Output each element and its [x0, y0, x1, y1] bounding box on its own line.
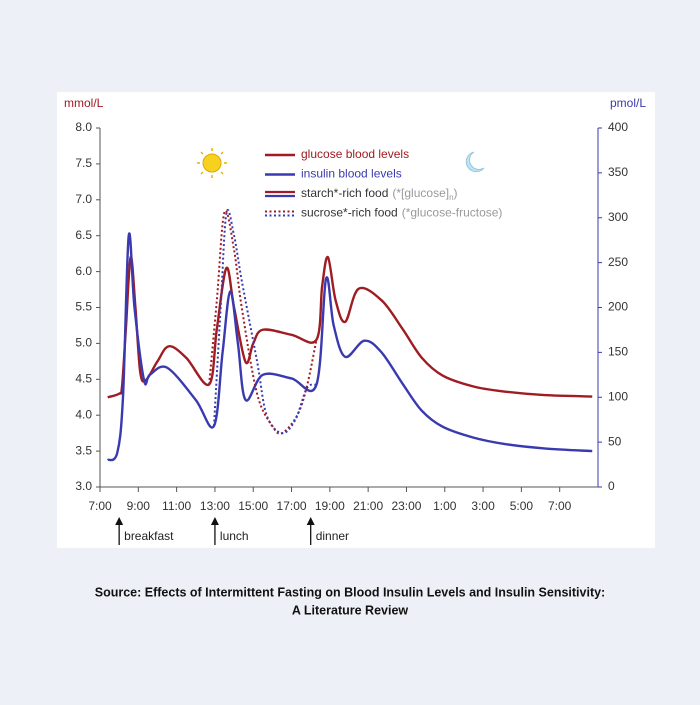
- legend-label: starch*-rich food (*[glucose]n): [301, 186, 458, 202]
- y2-tick-label: 400: [608, 120, 628, 134]
- x-tick-label: 9:00: [127, 499, 151, 513]
- x-tick-label: 1:00: [433, 499, 457, 513]
- x-tick-label: 7:00: [88, 499, 112, 513]
- legend-label-main: starch*-rich food: [301, 186, 388, 200]
- y-axis-label: mmol/L: [64, 96, 104, 110]
- y2-axis-label: pmol/L: [610, 96, 646, 110]
- y2-tick-label: 300: [608, 210, 628, 224]
- x-tick-label: 7:00: [548, 499, 572, 513]
- x-tick-label: 23:00: [391, 499, 421, 513]
- x-tick-label: 5:00: [510, 499, 534, 513]
- y2-tick-label: 0: [608, 479, 615, 493]
- sun-icon: [197, 148, 227, 178]
- y-tick-label: 6.5: [75, 228, 92, 242]
- y-tick-label: 7.0: [75, 192, 92, 206]
- y-tick-label: 4.5: [75, 371, 92, 385]
- chart-panel: [57, 92, 655, 548]
- y2-tick-label: 150: [608, 345, 628, 359]
- y2-tick-label: 200: [608, 300, 628, 314]
- legend-label-note: (*[glucose]: [392, 186, 449, 200]
- annotation-arrowhead: [210, 517, 219, 525]
- legend-label-sub: n: [449, 193, 453, 202]
- annotation-arrowhead: [115, 517, 124, 525]
- annotation-label: dinner: [316, 529, 349, 543]
- legend-label: insulin blood levels: [301, 167, 402, 181]
- y2-tick-label: 250: [608, 255, 628, 269]
- y-tick-label: 6.0: [75, 264, 92, 278]
- annotation-label: lunch: [220, 529, 249, 543]
- x-tick-label: 21:00: [353, 499, 383, 513]
- legend-label-note: ): [454, 186, 458, 200]
- x-tick-label: 19:00: [315, 499, 345, 513]
- legend-label-note: (*glucose-fructose): [402, 206, 503, 220]
- y-tick-label: 7.5: [75, 156, 92, 170]
- y-tick-label: 5.0: [75, 336, 92, 350]
- y2-tick-label: 350: [608, 165, 628, 179]
- legend-label: glucose blood levels: [301, 147, 409, 161]
- series-line: [212, 209, 317, 435]
- x-tick-label: 11:00: [162, 499, 191, 513]
- legend-label-main: sucrose*-rich food: [301, 206, 398, 220]
- y2-tick-label: 50: [608, 434, 622, 448]
- caption-line: A Literature Review: [292, 603, 409, 617]
- y2-tick-label: 100: [608, 389, 628, 403]
- x-tick-label: 13:00: [200, 499, 230, 513]
- y-tick-label: 4.0: [75, 407, 92, 421]
- x-tick-label: 17:00: [277, 499, 307, 513]
- y-tick-label: 5.5: [75, 300, 92, 314]
- legend-label: sucrose*-rich food (*glucose-fructose): [301, 206, 502, 220]
- caption-line: Source: Effects of Intermittent Fasting …: [95, 585, 605, 599]
- annotation-label: breakfast: [124, 529, 174, 543]
- x-tick-label: 3:00: [471, 499, 495, 513]
- x-tick-label: 15:00: [238, 499, 268, 513]
- series-line: [106, 232, 593, 462]
- y-tick-label: 8.0: [75, 120, 92, 134]
- y-tick-label: 3.5: [75, 443, 92, 457]
- annotation-arrowhead: [306, 517, 315, 525]
- moon-icon: [465, 151, 485, 173]
- y-tick-label: 3.0: [75, 479, 92, 493]
